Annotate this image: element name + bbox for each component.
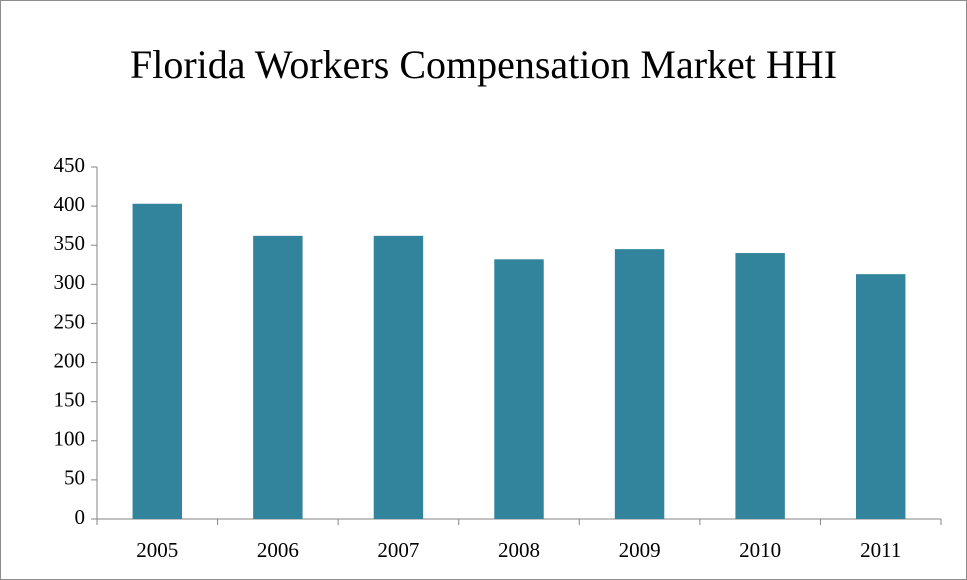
- bar: [494, 259, 544, 519]
- chart-title: Florida Workers Compensation Market HHI: [129, 42, 838, 87]
- bar: [253, 235, 303, 519]
- y-tick-label: 250: [54, 309, 86, 333]
- y-tick-label: 50: [64, 466, 85, 490]
- x-tick-label: 2006: [257, 538, 299, 562]
- x-tick-label: 2009: [619, 538, 661, 562]
- y-tick-label: 0: [75, 505, 86, 529]
- x-tick-label: 2010: [739, 538, 781, 562]
- x-tick-label: 2007: [377, 538, 419, 562]
- x-tick-label: 2005: [136, 538, 178, 562]
- y-tick-label: 350: [54, 231, 86, 255]
- y-tick-label: 100: [54, 427, 86, 451]
- bar: [373, 235, 424, 519]
- x-tick-label: 2011: [860, 538, 901, 562]
- x-tick-label: 2008: [498, 538, 540, 562]
- bar: [132, 203, 183, 519]
- y-tick-label: 300: [54, 270, 86, 294]
- chart-title-box: Florida Workers Compensation Market HHI: [1, 41, 966, 89]
- y-tick-label: 200: [54, 348, 86, 372]
- y-tick-label: 150: [54, 387, 86, 411]
- y-tick-label: 450: [54, 153, 86, 177]
- y-tick-label: 400: [54, 192, 86, 216]
- bar: [614, 249, 665, 519]
- bar: [855, 274, 906, 519]
- bar: [735, 253, 785, 520]
